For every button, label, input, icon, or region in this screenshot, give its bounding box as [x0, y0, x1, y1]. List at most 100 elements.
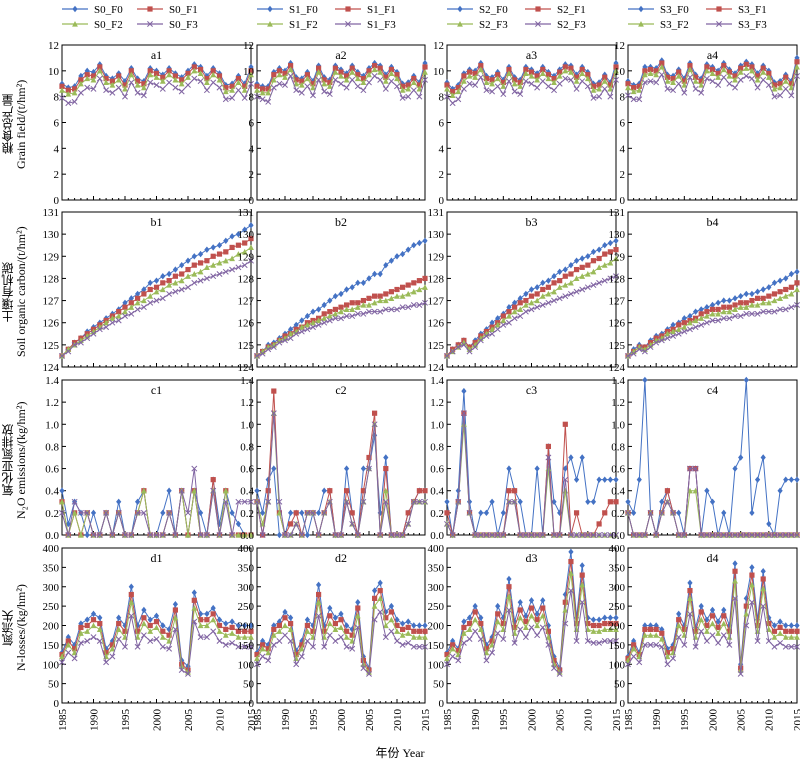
data-point — [675, 330, 682, 337]
data-point — [360, 310, 367, 317]
data-point — [222, 257, 229, 264]
data-point — [534, 84, 541, 91]
data-point — [338, 304, 344, 310]
data-point — [715, 70, 721, 77]
data-point — [332, 310, 339, 317]
data-point — [528, 293, 535, 299]
data-point — [388, 628, 395, 635]
panel-title: a3 — [526, 48, 537, 62]
y-tick-label: 400 — [428, 543, 445, 555]
data-point — [749, 564, 755, 571]
y-tick-label: 150 — [238, 640, 255, 652]
data-point — [204, 79, 210, 86]
data-point — [754, 638, 761, 644]
data-point — [216, 638, 223, 644]
data-point — [71, 341, 78, 348]
data-point — [664, 650, 671, 656]
data-point — [103, 79, 109, 86]
data-point — [198, 250, 204, 258]
data-point — [703, 628, 710, 634]
data-point — [422, 498, 428, 505]
data-point — [349, 69, 356, 75]
data-point — [743, 300, 749, 306]
y-tick-label: 1.0 — [430, 419, 444, 431]
data-point — [416, 85, 423, 92]
series-line — [446, 573, 616, 674]
data-point — [489, 88, 496, 95]
data-point — [670, 333, 677, 339]
data-point — [422, 284, 428, 290]
data-point — [103, 509, 110, 516]
data-point — [172, 532, 179, 538]
data-point — [743, 622, 750, 629]
data-point — [788, 476, 794, 483]
panel-title: b1 — [151, 215, 163, 229]
data-point — [517, 295, 523, 302]
data-point — [310, 81, 316, 87]
data-point — [349, 306, 356, 313]
legend-item: S1_F0 — [257, 4, 318, 16]
data-point — [399, 293, 406, 299]
data-point — [411, 628, 417, 634]
data-point — [522, 302, 529, 308]
data-point — [726, 80, 733, 87]
data-point — [596, 85, 602, 92]
data-point — [573, 74, 580, 80]
data-point — [777, 277, 783, 284]
data-point — [265, 498, 272, 505]
y-tick-label: 127 — [428, 296, 445, 308]
data-point — [223, 237, 229, 244]
y-tick-label: 12 — [614, 40, 625, 52]
data-point — [466, 498, 473, 505]
data-point — [332, 620, 338, 627]
data-point — [223, 85, 229, 91]
data-point — [449, 100, 456, 107]
y-tick-label: 129 — [428, 251, 445, 263]
data-point — [613, 237, 619, 244]
data-point — [754, 76, 761, 83]
data-point — [216, 251, 223, 257]
data-point — [528, 73, 535, 79]
data-point — [556, 73, 563, 79]
data-point — [607, 82, 613, 88]
data-point — [327, 488, 333, 494]
data-point — [444, 93, 450, 100]
data-point — [579, 286, 586, 293]
series-S3_F2 — [625, 577, 800, 673]
data-point — [500, 509, 506, 517]
data-point — [748, 310, 755, 317]
data-point — [630, 88, 637, 95]
data-point — [777, 306, 784, 313]
y-tick-label: 128 — [238, 273, 255, 285]
data-point — [455, 648, 461, 654]
data-point — [185, 284, 191, 291]
data-point — [172, 279, 179, 286]
data-point — [276, 80, 283, 87]
y-tick-label: 6 — [54, 118, 60, 130]
y-tick-label: 2 — [620, 169, 626, 181]
y-tick-label: 126 — [43, 318, 60, 330]
data-point — [405, 85, 412, 92]
data-point — [472, 344, 479, 351]
data-point — [298, 532, 305, 538]
data-point — [709, 632, 716, 639]
data-point — [371, 308, 378, 315]
data-point — [687, 595, 693, 601]
data-point — [77, 339, 84, 346]
data-point — [354, 612, 361, 619]
data-point — [241, 498, 248, 505]
data-point — [254, 83, 260, 89]
data-point — [625, 498, 631, 505]
data-point — [293, 651, 299, 658]
data-point — [416, 628, 422, 634]
legend-item: S2_F0 — [447, 4, 508, 16]
data-point — [388, 616, 395, 623]
data-point — [545, 290, 552, 297]
data-point — [360, 297, 366, 304]
y-tick-label: 131 — [428, 207, 445, 219]
data-point — [579, 66, 585, 73]
data-point — [316, 509, 322, 517]
data-point — [97, 64, 103, 70]
data-point — [590, 282, 597, 289]
